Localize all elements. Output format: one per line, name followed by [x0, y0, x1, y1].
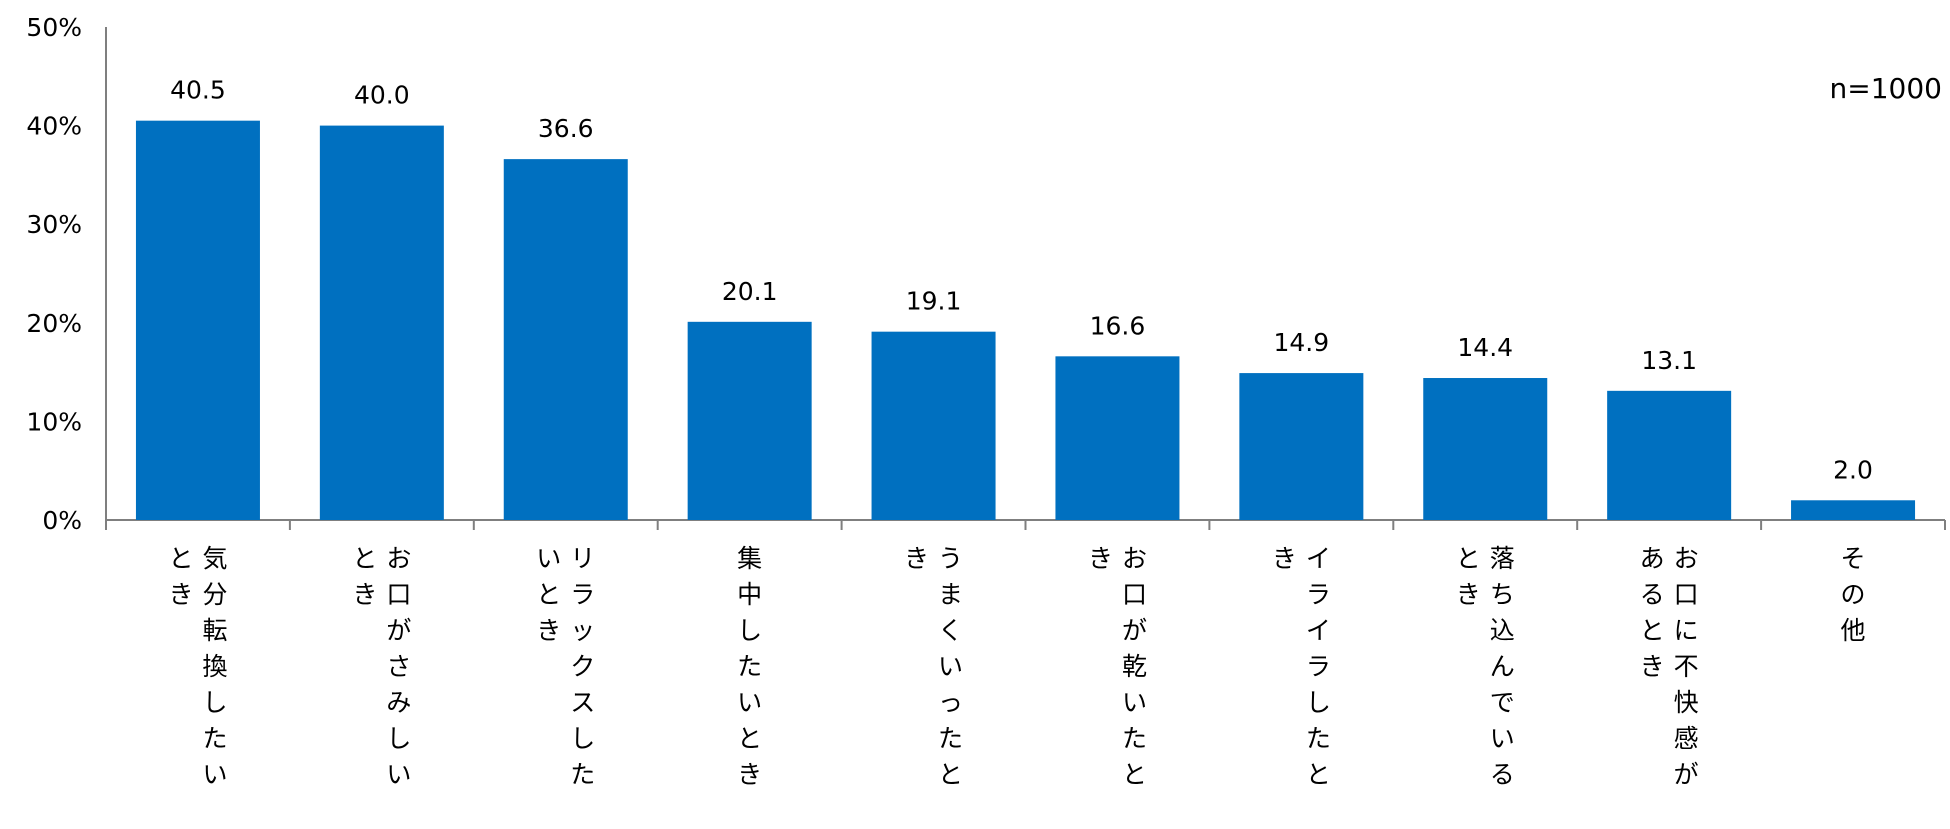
data-label: 36.6 — [538, 114, 594, 143]
y-tick-label: 20% — [26, 309, 82, 338]
bar — [1423, 378, 1548, 520]
data-label: 20.1 — [722, 277, 778, 306]
category-label: うまくいったとき — [904, 544, 963, 789]
bar — [1239, 373, 1364, 520]
data-label: 13.1 — [1641, 346, 1697, 375]
y-tick-label: 50% — [26, 13, 82, 42]
data-label: 19.1 — [906, 287, 962, 316]
y-tick-label: 30% — [26, 210, 82, 239]
data-label: 2.0 — [1833, 455, 1873, 484]
data-label: 14.9 — [1274, 328, 1330, 357]
bar — [503, 159, 628, 520]
sample-size-annotation: n=1000 — [1830, 72, 1942, 105]
category-label: お口がさみしいとき — [352, 544, 411, 789]
data-label: 40.5 — [170, 76, 226, 105]
y-tick-label: 10% — [26, 407, 82, 436]
y-tick-label: 0% — [42, 506, 82, 535]
category-label: イライラしたとき — [1272, 544, 1331, 789]
bar — [319, 125, 444, 520]
category-label: 落ち込んでいるとき — [1456, 544, 1515, 789]
bar — [871, 331, 996, 520]
category-label: リラックスしたいとき — [536, 544, 595, 789]
bar — [135, 120, 260, 521]
data-labels: 40.5 40.0 36.6 20.1 19.1 16.6 14.9 14.4 13.1 2.0 — [170, 76, 1873, 485]
data-label: 16.6 — [1090, 311, 1146, 340]
category-label: 気分転換したいとき — [168, 544, 227, 789]
bar — [687, 321, 812, 520]
bar — [1607, 390, 1732, 520]
category-label: その他 — [1841, 544, 1866, 645]
bar — [1055, 356, 1180, 520]
data-label: 40.0 — [354, 81, 410, 110]
x-axis-ticks — [105, 520, 1946, 530]
category-label: お口が乾いたとき — [1088, 544, 1147, 789]
bars — [135, 120, 1916, 521]
category-label: お口に不快感があるとき — [1640, 544, 1699, 789]
category-labels: 気分転換したいとき お口がさみしいとき リラックスしたいとき 集中したいとき うまくいっ… — [168, 544, 1865, 789]
data-label: 14.4 — [1457, 333, 1513, 362]
category-label: 集中したいとき — [737, 544, 762, 789]
y-tick-label: 40% — [26, 112, 82, 141]
bar — [1791, 500, 1916, 520]
y-axis-ticks: 0% 10% 20% 30% 40% 50% — [26, 13, 82, 535]
